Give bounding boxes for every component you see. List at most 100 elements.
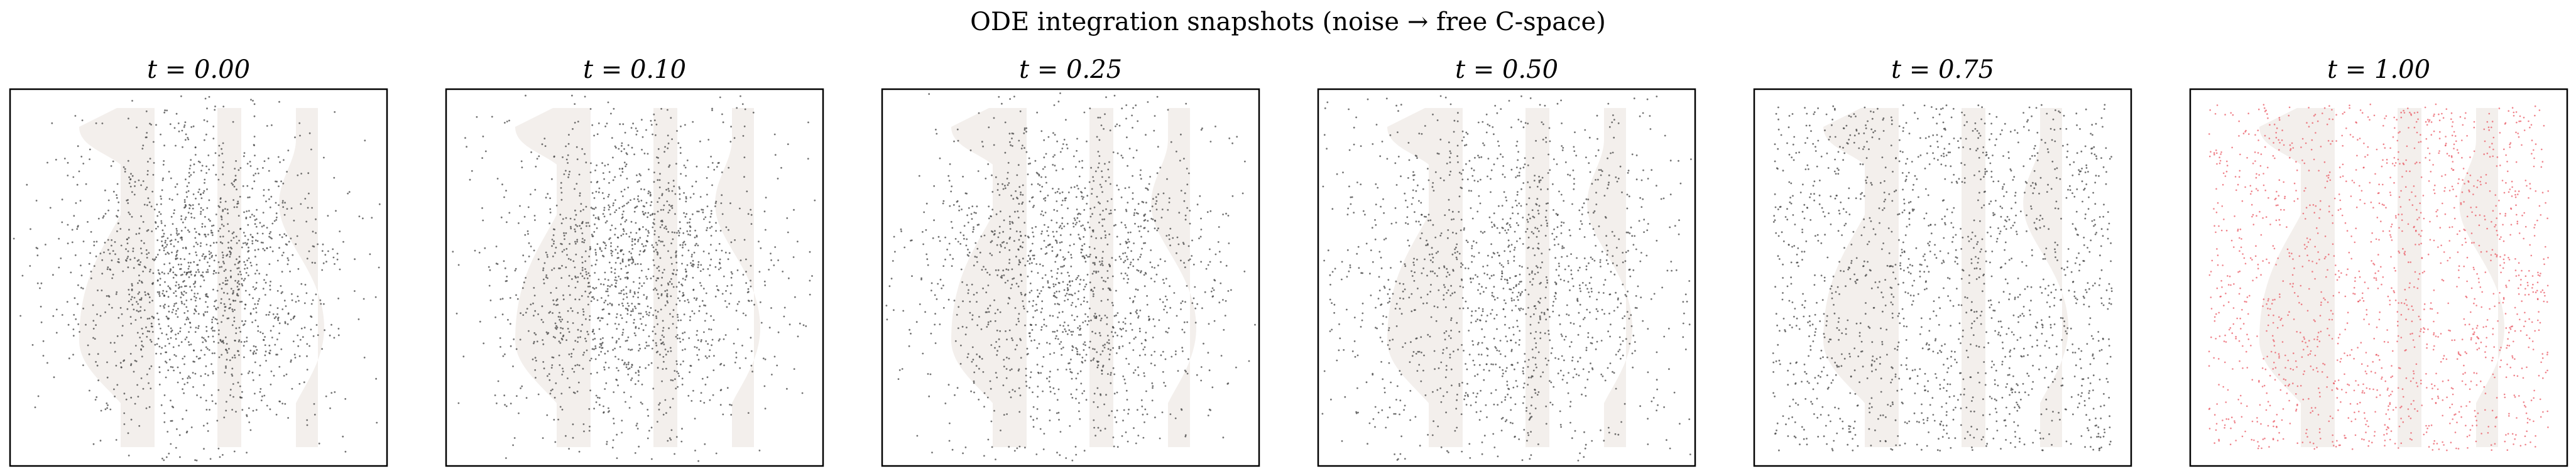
sample-point bbox=[221, 298, 222, 300]
sample-point bbox=[670, 242, 672, 244]
sample-point bbox=[136, 384, 139, 386]
sample-point bbox=[136, 310, 138, 311]
sample-point bbox=[252, 236, 254, 239]
sample-point bbox=[281, 403, 283, 404]
sample-point bbox=[630, 379, 632, 381]
sample-point bbox=[773, 355, 776, 358]
sample-point bbox=[134, 185, 136, 187]
sample-point bbox=[932, 237, 934, 239]
sample-point bbox=[151, 283, 154, 285]
sample-point bbox=[162, 177, 164, 180]
sample-point bbox=[589, 291, 592, 293]
sample-point bbox=[175, 228, 178, 230]
sample-point bbox=[229, 269, 232, 272]
sample-point bbox=[523, 215, 526, 218]
sample-point bbox=[1057, 316, 1059, 318]
sample-point bbox=[185, 191, 188, 193]
sample-point bbox=[1231, 195, 1234, 197]
sample-point bbox=[996, 189, 999, 191]
sample-point bbox=[925, 253, 928, 256]
sample-point bbox=[108, 303, 111, 306]
sample-point bbox=[1414, 211, 1416, 214]
sample-point bbox=[1074, 446, 1077, 448]
sample-point bbox=[1137, 374, 1140, 376]
sample-point bbox=[315, 293, 317, 296]
sample-point bbox=[597, 217, 599, 220]
sample-point bbox=[188, 230, 190, 233]
sample-point bbox=[628, 235, 631, 238]
sample-point bbox=[560, 392, 563, 395]
sample-point bbox=[1430, 284, 1432, 286]
sample-point bbox=[600, 283, 602, 285]
sample-point bbox=[165, 376, 167, 379]
sample-point bbox=[628, 361, 630, 364]
sample-point bbox=[1132, 192, 1134, 194]
sample-point bbox=[236, 206, 238, 208]
sample-point bbox=[645, 298, 648, 300]
sample-point bbox=[1150, 217, 1153, 220]
sample-point bbox=[1000, 210, 1001, 213]
sample-point bbox=[128, 117, 129, 120]
sample-point bbox=[542, 321, 544, 323]
sample-point bbox=[707, 166, 709, 168]
sample-point bbox=[581, 222, 583, 224]
sample-point bbox=[631, 308, 634, 310]
sample-point bbox=[1149, 176, 1151, 178]
sample-point bbox=[655, 289, 658, 291]
sample-point bbox=[623, 391, 625, 394]
sample-point bbox=[1397, 110, 1399, 112]
sample-point bbox=[718, 268, 720, 271]
sample-point bbox=[127, 250, 129, 252]
sample-point bbox=[811, 275, 813, 277]
sample-point bbox=[615, 316, 618, 318]
sample-point bbox=[186, 185, 188, 187]
sample-point bbox=[249, 261, 252, 264]
sample-point bbox=[1018, 445, 1021, 448]
sample-point bbox=[1512, 291, 1514, 294]
sample-point bbox=[211, 321, 213, 323]
sample-point bbox=[1169, 285, 1171, 288]
sample-point bbox=[623, 205, 625, 207]
sample-point bbox=[211, 232, 214, 234]
sample-point bbox=[731, 273, 733, 275]
sample-point bbox=[653, 213, 656, 215]
sample-point bbox=[681, 384, 684, 386]
sample-point bbox=[630, 366, 633, 368]
sample-point bbox=[1027, 173, 1029, 175]
sample-point bbox=[617, 369, 619, 372]
sample-point bbox=[760, 247, 762, 249]
sample-point bbox=[1498, 350, 1500, 352]
sample-point bbox=[632, 295, 635, 298]
sample-point bbox=[170, 399, 172, 402]
sample-point bbox=[1163, 308, 1165, 311]
sample-point bbox=[651, 458, 653, 460]
sample-point bbox=[1016, 197, 1018, 199]
sample-point bbox=[236, 282, 239, 284]
sample-point bbox=[263, 195, 265, 197]
sample-point bbox=[170, 177, 172, 180]
sample-point bbox=[216, 289, 219, 292]
sample-point bbox=[974, 256, 976, 258]
sample-point bbox=[266, 404, 268, 407]
sample-point bbox=[268, 170, 270, 172]
sample-point bbox=[689, 230, 691, 232]
sample-point bbox=[1076, 149, 1078, 152]
sample-point bbox=[676, 371, 678, 373]
sample-point bbox=[916, 435, 919, 437]
sample-point bbox=[660, 294, 663, 296]
sample-point bbox=[184, 323, 186, 325]
sample-point bbox=[1061, 241, 1063, 243]
sample-point bbox=[258, 172, 259, 175]
sample-point bbox=[166, 251, 169, 254]
sample-point bbox=[706, 229, 707, 232]
sample-point bbox=[660, 241, 662, 243]
sample-point bbox=[218, 144, 221, 147]
sample-point bbox=[1044, 197, 1047, 199]
sample-point bbox=[729, 292, 732, 295]
sample-point bbox=[143, 203, 146, 206]
sample-point bbox=[988, 205, 990, 208]
sample-point bbox=[1103, 403, 1105, 406]
sample-point bbox=[187, 310, 189, 312]
sample-point bbox=[1162, 192, 1165, 195]
